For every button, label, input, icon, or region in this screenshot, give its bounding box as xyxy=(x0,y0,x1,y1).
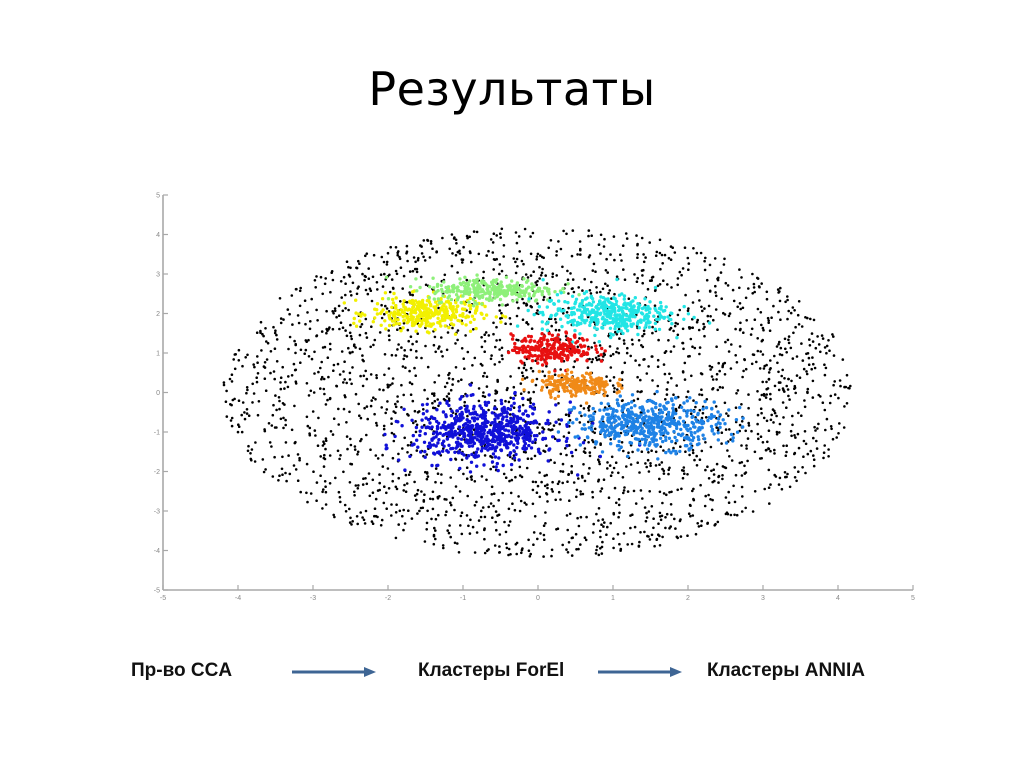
flow-step-forel: Кластеры ForEl xyxy=(418,660,565,681)
flow-step-cca: Пр-во CCA xyxy=(131,660,233,681)
slide-title: Результаты xyxy=(368,62,656,116)
scatter-points xyxy=(222,227,852,558)
process-flow: Пр-во CCA Кластеры ForEl Кластеры ANNIA xyxy=(0,660,1024,690)
arrow-right-icon xyxy=(292,667,376,677)
arrow-right-icon xyxy=(598,667,682,677)
flow-step-annia: Кластеры ANNIA xyxy=(707,660,865,681)
